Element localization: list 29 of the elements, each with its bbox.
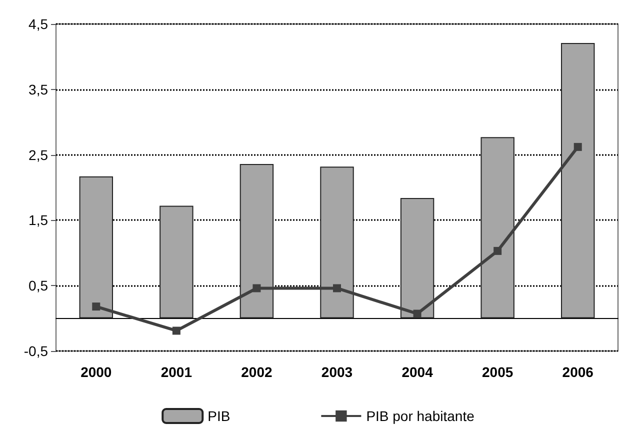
point — [172, 326, 180, 335]
x-tick-label: 2000 — [80, 364, 112, 380]
bar — [480, 137, 514, 318]
legend-label: PIB por habitante — [366, 408, 475, 424]
point — [252, 284, 261, 292]
y-tick-label: 1,5 — [28, 212, 48, 228]
point — [494, 246, 502, 255]
y-tick-label: 3,5 — [28, 81, 48, 98]
legend-label: PIB — [208, 408, 230, 424]
y-tick-label: 2,5 — [28, 146, 48, 163]
bar — [560, 42, 595, 318]
point — [574, 142, 582, 151]
x-tick-label: 2002 — [241, 364, 272, 380]
bar — [400, 198, 434, 318]
bar — [240, 164, 274, 318]
x-tick-label: 2003 — [321, 364, 353, 380]
bar — [160, 206, 194, 318]
y-tick-label: -0,5 — [24, 343, 48, 359]
bar — [320, 166, 354, 318]
x-tick-label: 2004 — [402, 364, 434, 380]
x-tick-label: 2001 — [160, 364, 192, 380]
point — [333, 284, 341, 292]
bar — [79, 176, 114, 318]
y-tick-label: 4,5 — [28, 16, 48, 32]
x-tick-label: 2005 — [482, 364, 514, 380]
point — [413, 310, 422, 318]
y-tick-label: 0,5 — [28, 278, 48, 294]
x-tick-label: 2006 — [562, 364, 594, 380]
point — [92, 302, 100, 311]
